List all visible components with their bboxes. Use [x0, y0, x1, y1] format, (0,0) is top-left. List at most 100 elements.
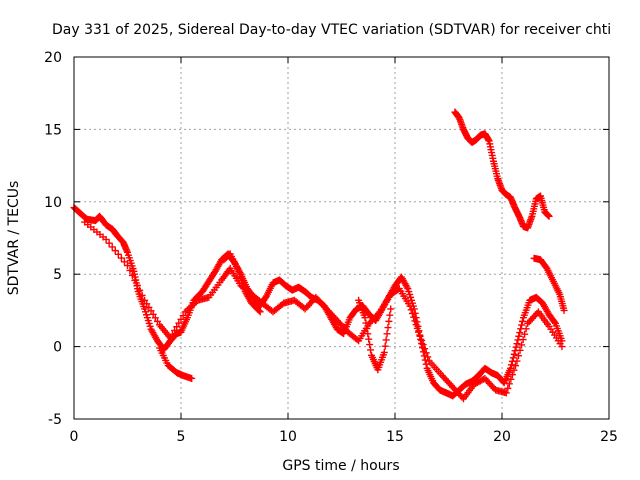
x-tick-label: 10: [279, 429, 297, 445]
track-b-point: [128, 271, 136, 279]
x-tick-label: 15: [386, 429, 404, 445]
track-b-point: [518, 341, 526, 349]
track-e-point: [367, 346, 375, 354]
track-e-point: [381, 342, 389, 350]
track-a-point: [513, 340, 521, 348]
track-b-point: [519, 336, 527, 344]
track-b-point: [521, 330, 529, 338]
track-e-point: [383, 330, 391, 338]
track-b-point: [522, 325, 530, 333]
track-a-point: [509, 354, 517, 362]
chart-title: Day 331 of 2025, Sidereal Day-to-day VTE…: [52, 22, 611, 38]
track-b-point: [111, 247, 119, 255]
x-tick-labels: 0 5 10 15 20 25: [70, 429, 618, 445]
track-b-point: [171, 326, 179, 334]
y-tick-label: -5: [48, 412, 62, 428]
track-b-point: [151, 314, 159, 322]
track-b-point: [508, 371, 516, 379]
track-b-point: [407, 306, 415, 314]
track-b-point: [141, 296, 149, 304]
y-tick-label: 15: [44, 122, 62, 138]
x-tick-label: 0: [70, 429, 79, 445]
track-b-point: [479, 375, 487, 383]
track-b-point: [505, 380, 513, 388]
track-b-point: [421, 345, 429, 353]
track-f-point: [545, 212, 553, 220]
track-e-point: [361, 314, 369, 322]
track-a-point: [516, 329, 524, 337]
track-b-point: [419, 341, 427, 349]
track-a-point: [410, 305, 418, 313]
track-b-point: [117, 254, 125, 262]
track-b-point: [515, 352, 523, 360]
track-b-point: [415, 328, 423, 336]
track-a-point: [551, 318, 559, 326]
track-b-point: [406, 302, 414, 310]
track-e-point: [382, 336, 390, 344]
track-b-point: [504, 384, 512, 392]
track-e-point: [386, 311, 394, 319]
track-b-point: [411, 317, 419, 325]
y-tick-label: 10: [44, 195, 62, 211]
axis-ticks: [73, 56, 610, 420]
track-b-point: [166, 334, 174, 342]
track-b-point: [133, 281, 141, 289]
y-axis-label: SDTVAR / TECUs: [6, 181, 22, 296]
x-tick-label: 20: [493, 429, 511, 445]
track-e-point: [365, 335, 373, 343]
grid-lines: [74, 57, 609, 419]
track-b-point: [114, 250, 122, 258]
y-tick-labels: -5 0 5 10 15 20: [44, 50, 62, 428]
track-b-point: [510, 366, 518, 374]
track-b-point: [102, 235, 110, 243]
track-b-point: [143, 300, 151, 308]
track-d-point: [256, 308, 264, 316]
track-b-point: [179, 312, 187, 320]
track-e-point: [366, 341, 374, 349]
track-a-point: [512, 343, 520, 351]
y-tick-label: 5: [53, 267, 62, 283]
track-b-point: [353, 336, 361, 344]
track-b-point: [413, 324, 421, 332]
track-b-point: [175, 319, 183, 327]
track-b-point: [126, 266, 134, 274]
track-e-point: [363, 324, 371, 332]
track-a-point: [518, 321, 526, 329]
track-b-point: [424, 353, 432, 361]
track-b-point: [149, 310, 157, 318]
track-b-point: [138, 291, 146, 299]
x-tick-label: 5: [177, 429, 186, 445]
track-a-point: [507, 361, 515, 369]
track-b-point: [147, 307, 155, 315]
track-b-point: [507, 375, 515, 383]
track-e-point: [362, 319, 370, 327]
track-b-point: [516, 346, 524, 354]
track-b-point: [408, 310, 416, 318]
track-b-point: [120, 258, 128, 266]
track-a-point: [510, 350, 518, 358]
track-b-point: [422, 349, 430, 357]
track-b-point: [418, 336, 426, 344]
track-b-point: [153, 317, 161, 325]
track-b-point: [124, 262, 131, 270]
data-points: [70, 108, 568, 403]
track-g-point: [560, 306, 568, 314]
track-b-point: [558, 343, 566, 351]
track-b-point: [416, 332, 424, 340]
track-e-point: [364, 330, 372, 338]
track-b-point: [105, 239, 113, 247]
x-tick-label: 25: [600, 429, 618, 445]
track-a-point: [518, 317, 526, 325]
track-b-point: [145, 303, 153, 311]
track-b-point: [410, 313, 418, 321]
y-tick-label: 20: [44, 50, 62, 66]
track-b-point: [177, 315, 185, 323]
track-b-point: [511, 362, 519, 370]
track-e-point: [380, 348, 388, 356]
plot-frame: [73, 56, 610, 420]
track-c-point: [188, 374, 196, 382]
track-b-point: [168, 330, 176, 338]
track-b-point: [513, 357, 521, 365]
track-e-point: [385, 317, 393, 325]
